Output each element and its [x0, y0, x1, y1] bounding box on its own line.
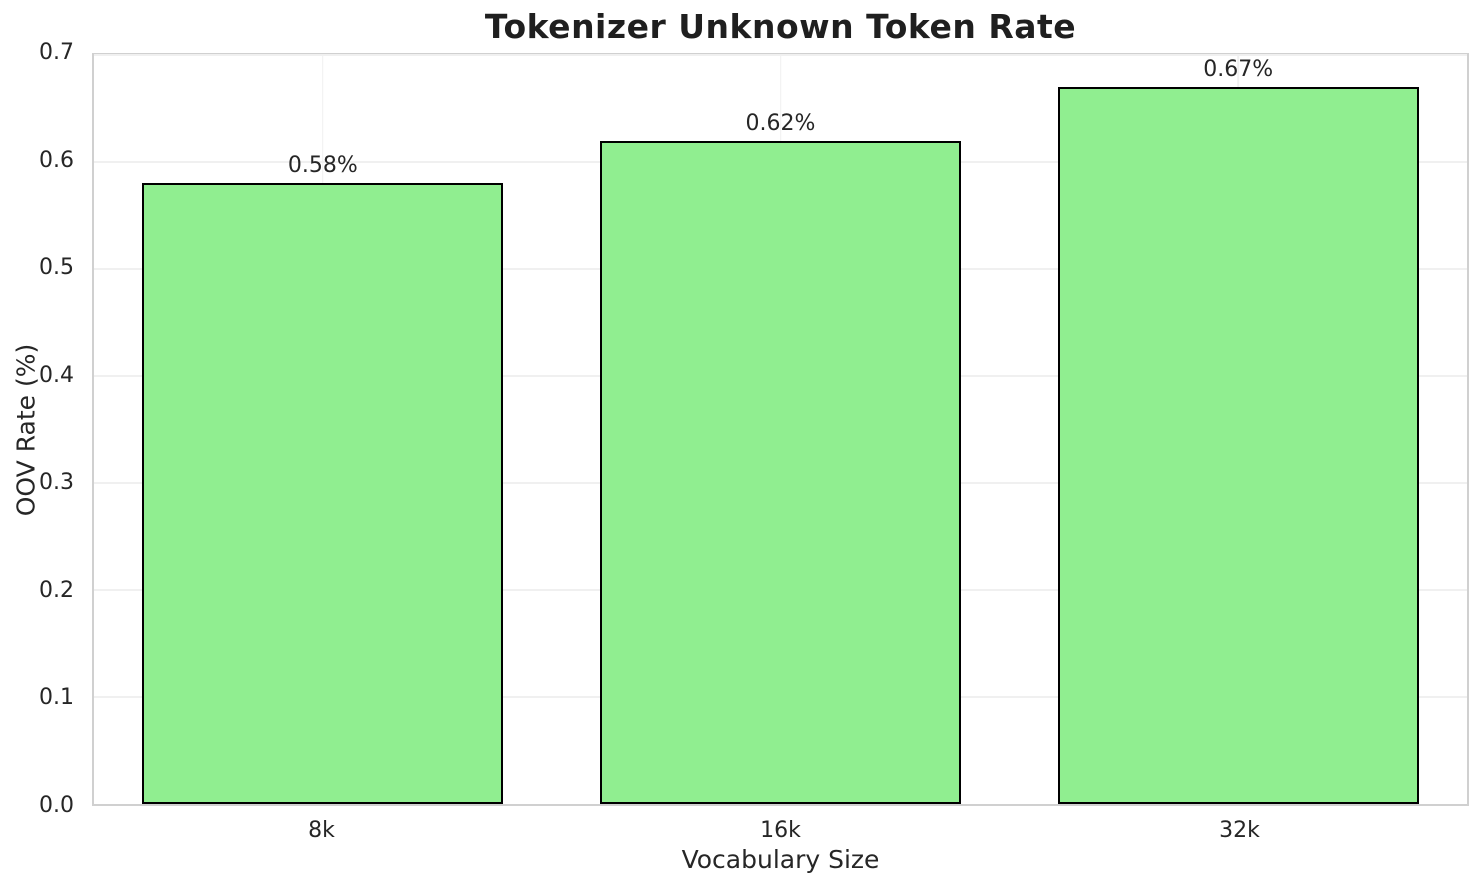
- plot-area: 0.58% 0.62% 0.67%: [92, 53, 1469, 806]
- x-axis-label: Vocabulary Size: [681, 845, 880, 874]
- bar-value-label: 0.62%: [745, 110, 816, 136]
- y-tick-label: 0.4: [39, 362, 74, 388]
- y-tick-label: 0.6: [39, 147, 74, 173]
- y-tick-labels: 0.0 0.1 0.2 0.3 0.4 0.5 0.6 0.7: [0, 42, 74, 817]
- bar-8k: [142, 183, 504, 804]
- bar-16k: [599, 140, 962, 804]
- x-tick-label: 8k: [308, 818, 335, 843]
- y-tick-label: 0.7: [39, 40, 74, 65]
- x-tick-labels: 8k 16k 32k: [92, 818, 1469, 844]
- x-tick-label: 16k: [760, 818, 801, 843]
- bar-value-label: 0.58%: [287, 153, 358, 179]
- y-tick-label: 0.3: [39, 470, 74, 496]
- y-tick-label: 0.2: [39, 577, 74, 603]
- y-tick-label: 0.0: [39, 793, 74, 818]
- chart-title: Tokenizer Unknown Token Rate: [484, 7, 1077, 46]
- x-tick-label: 32k: [1219, 818, 1260, 843]
- bar-32k: [1057, 87, 1419, 804]
- bar-value-label: 0.67%: [1203, 57, 1274, 83]
- y-tick-label: 0.5: [39, 255, 74, 281]
- y-tick-label: 0.1: [39, 685, 74, 711]
